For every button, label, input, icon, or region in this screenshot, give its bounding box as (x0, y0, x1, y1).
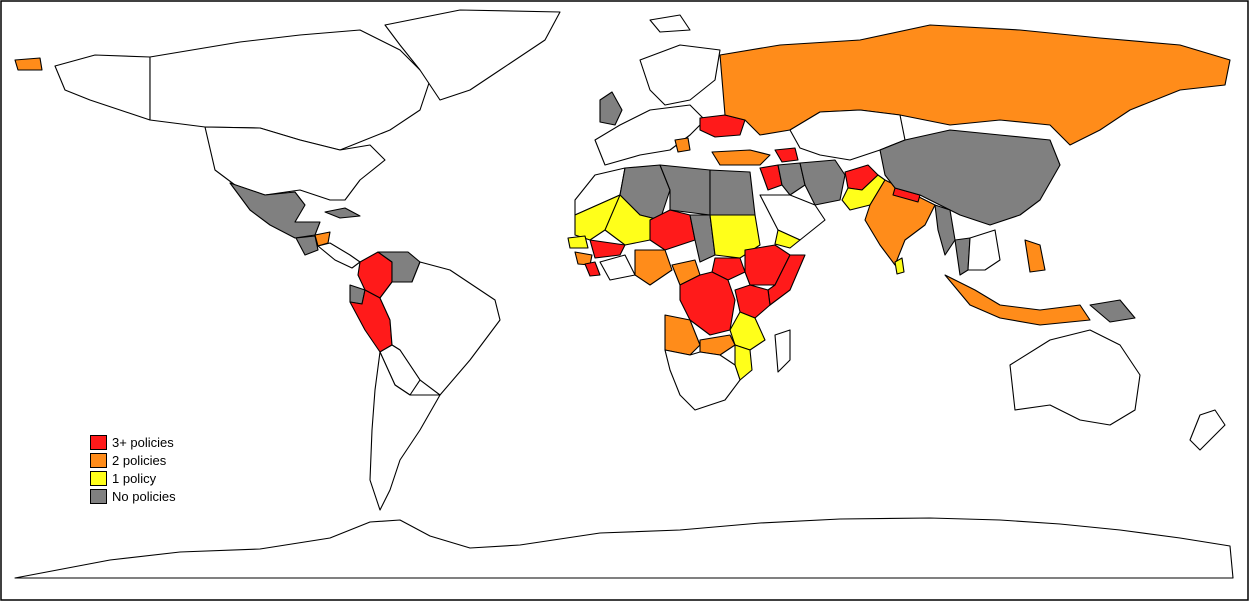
legend-item-none: No policies (90, 487, 176, 505)
region-madagascar (774, 329, 791, 373)
region-myanmar (934, 204, 956, 256)
region-mexico (229, 182, 321, 239)
region-china (879, 129, 1061, 226)
region-senegal (567, 235, 589, 249)
legend-swatch-3plus (90, 434, 107, 450)
region-alaska (54, 54, 151, 121)
legend-item-1: 1 policy (90, 469, 176, 487)
region-burkina (589, 239, 626, 259)
region-philippines (1024, 239, 1046, 273)
legend-label-none: No policies (112, 488, 176, 504)
region-egypt (709, 169, 756, 216)
region-mozambique (734, 344, 753, 381)
legend-label-2: 2 policies (112, 452, 167, 468)
legend-label-3plus: 3+ policies (112, 434, 174, 450)
region-chad (689, 214, 716, 263)
region-guatemala (295, 235, 319, 256)
legend-swatch-2 (90, 452, 107, 468)
region-mauritania (574, 194, 621, 241)
region-angola (664, 314, 701, 356)
region-svalbard (649, 14, 691, 33)
region-serbia (674, 137, 691, 153)
region-brazil (379, 261, 501, 396)
region-iraq (777, 162, 806, 196)
region-western-europe (594, 104, 706, 166)
region-scandinavia (639, 44, 721, 106)
region-south-sudan (711, 257, 746, 281)
region-turkey (711, 149, 771, 166)
region-greenland (384, 9, 561, 101)
region-sierra-leone (584, 261, 601, 277)
region-sri-lanka (894, 257, 905, 275)
region-zambia (699, 334, 736, 356)
region-libya (659, 164, 711, 216)
legend-item-2: 2 policies (90, 451, 176, 469)
legend-swatch-1 (90, 470, 107, 486)
region-russia (719, 24, 1231, 146)
region-indonesia (944, 274, 1091, 326)
region-yemen (774, 229, 801, 249)
map-legend: 3+ policies 2 policies 1 policy No polic… (90, 433, 176, 505)
region-se-asia (967, 229, 1001, 271)
legend-item-3plus: 3+ policies (90, 433, 176, 451)
region-antarctica (14, 517, 1234, 579)
region-southern-africa (664, 349, 741, 411)
region-argentina-chile (369, 351, 441, 511)
region-new-zealand (1189, 409, 1226, 451)
region-nigeria (634, 249, 673, 286)
region-chukotka (14, 57, 43, 71)
region-cuba (324, 207, 361, 219)
region-car (679, 271, 736, 336)
region-uk (599, 91, 623, 126)
legend-label-1: 1 policy (112, 470, 157, 486)
region-australia (1009, 329, 1141, 426)
region-png (1089, 299, 1136, 323)
region-iran (799, 159, 846, 206)
region-armenia (774, 147, 799, 163)
legend-swatch-none (90, 488, 107, 504)
